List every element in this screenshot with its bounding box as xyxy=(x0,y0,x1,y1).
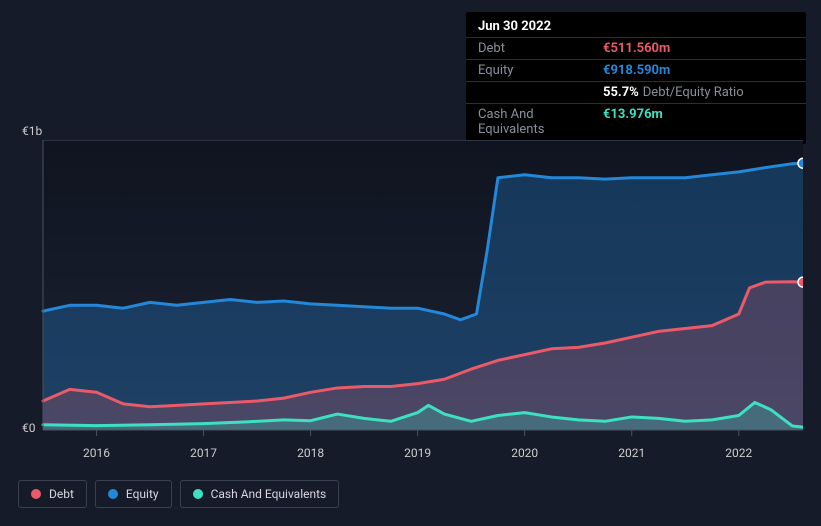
tooltip-row-label: Debt xyxy=(478,41,603,56)
tooltip-row-value: €511.560m xyxy=(603,41,670,56)
tooltip-row: Cash And Equivalents€13.976m xyxy=(466,104,806,140)
tooltip-row-label: Equity xyxy=(478,63,603,78)
x-axis-tick-label: 2017 xyxy=(190,446,217,460)
tooltip-row-label xyxy=(478,85,603,100)
x-axis-tick-label: 2018 xyxy=(297,446,324,460)
y-axis-label-max: €1b xyxy=(22,124,42,138)
legend-label: Equity xyxy=(126,487,159,501)
legend-item[interactable]: Debt xyxy=(18,480,87,508)
x-axis-tick-label: 2016 xyxy=(83,446,110,460)
x-axis-labels: 2016 2017 2018 2019 2020 2021 2022 xyxy=(18,446,803,462)
chart-legend: Debt Equity Cash And Equivalents xyxy=(18,480,339,508)
x-axis-tick-label: 2021 xyxy=(618,446,645,460)
x-axis-tick-label: 2020 xyxy=(511,446,538,460)
chart-container: Jun 30 2022 Debt€511.560mEquity€918.590m… xyxy=(0,0,821,526)
tooltip-row-value: €13.976m xyxy=(603,107,663,137)
tooltip-row: Debt€511.560m xyxy=(466,38,806,60)
legend-dot-icon xyxy=(108,489,118,499)
chart-tooltip: Jun 30 2022 Debt€511.560mEquity€918.590m… xyxy=(466,12,806,144)
legend-dot-icon xyxy=(31,489,41,499)
tooltip-row: Equity€918.590m xyxy=(466,60,806,82)
legend-item[interactable]: Equity xyxy=(95,480,172,508)
tooltip-date: Jun 30 2022 xyxy=(478,19,551,34)
tooltip-row-value: 55.7% xyxy=(603,85,639,100)
tooltip-row-extra: Debt/Equity Ratio xyxy=(643,85,744,100)
legend-dot-icon xyxy=(193,489,203,499)
tooltip-row-value: €918.590m xyxy=(603,63,670,78)
x-axis-tick-label: 2022 xyxy=(725,446,752,460)
legend-label: Debt xyxy=(49,487,74,501)
x-axis-tick-label: 2019 xyxy=(404,446,431,460)
tooltip-row-label: Cash And Equivalents xyxy=(478,107,603,137)
tooltip-row: 55.7% Debt/Equity Ratio xyxy=(466,82,806,104)
tooltip-date-row: Jun 30 2022 xyxy=(466,16,806,38)
legend-item[interactable]: Cash And Equivalents xyxy=(180,480,340,508)
legend-label: Cash And Equivalents xyxy=(211,487,327,501)
chart-plot-area[interactable] xyxy=(18,140,803,470)
